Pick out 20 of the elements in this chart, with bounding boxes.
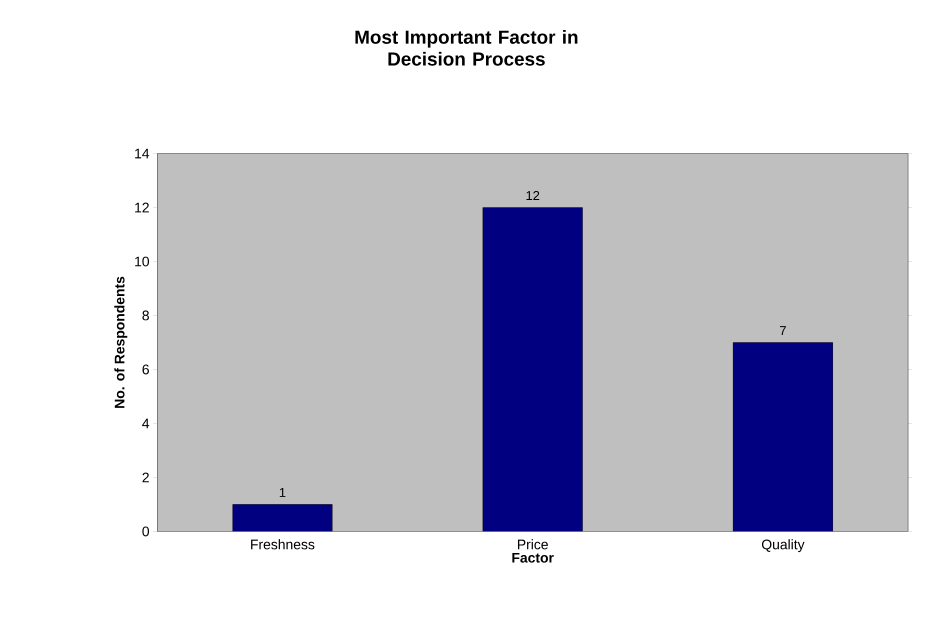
y-tick-label: 10 bbox=[135, 256, 150, 266]
x-axis-title: Factor bbox=[512, 552, 554, 563]
x-tick-label: Price bbox=[518, 539, 548, 550]
x-tick-label: Quality bbox=[762, 539, 805, 552]
y-tick-label: 0 bbox=[142, 526, 150, 536]
data-label: 7 bbox=[780, 326, 786, 335]
y-tick-label: 2 bbox=[142, 472, 149, 482]
y-tick-label: 8 bbox=[142, 310, 149, 320]
bar bbox=[732, 342, 833, 532]
data-label: 12 bbox=[526, 190, 540, 200]
data-label: 1 bbox=[280, 488, 286, 497]
y-tick-label: 12 bbox=[135, 202, 149, 212]
bar bbox=[232, 504, 332, 532]
y-axis-title: No. of Respondents bbox=[114, 276, 128, 408]
chart-title: Most Important Factor in Decision Process bbox=[355, 30, 578, 66]
y-tick-label: 6 bbox=[142, 364, 149, 374]
x-tick-label: Freshness bbox=[251, 539, 314, 550]
bar bbox=[482, 207, 583, 532]
y-tick-label: 4 bbox=[142, 418, 150, 428]
y-tick-label: 14 bbox=[135, 148, 150, 158]
